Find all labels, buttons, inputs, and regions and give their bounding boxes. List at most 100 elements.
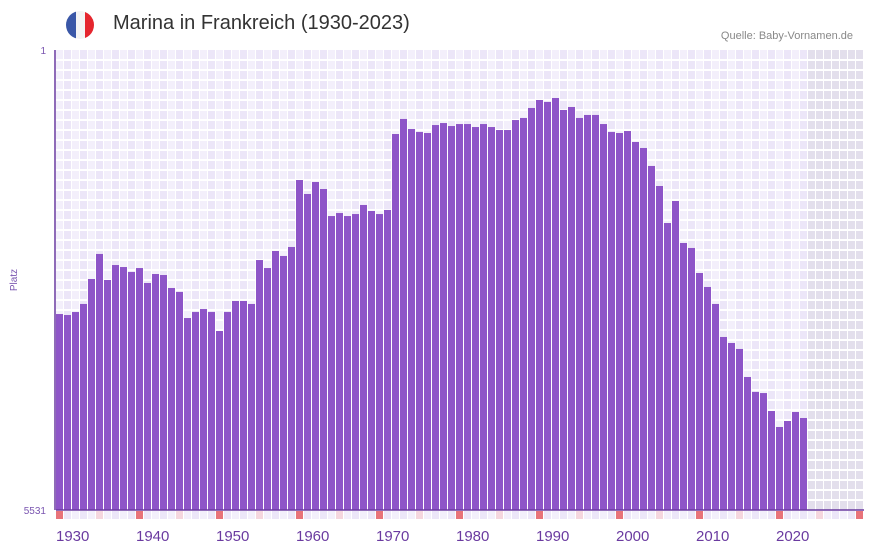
year-marker [448,511,455,519]
bar-1959 [288,246,295,510]
year-marker [760,511,767,519]
decade-marker [696,511,703,519]
year-marker [368,511,375,519]
bar-1995 [576,117,583,511]
bar-1945 [176,291,183,510]
bar-1993 [560,109,567,511]
x-tick-label: 2010 [696,528,729,545]
decade-marker [776,511,783,519]
bar-1982 [472,127,479,510]
bar-1950 [216,330,223,510]
bar-1930 [56,314,63,510]
bar-1942 [152,274,159,510]
year-marker [768,511,775,519]
bar-1955 [256,260,263,510]
bar-2022 [792,412,799,510]
france-flag-icon [66,11,94,39]
year-marker [152,511,159,519]
year-marker [288,511,295,519]
bar-1936 [104,280,111,510]
bar-1946 [184,318,191,510]
bar-1947 [192,312,199,510]
year-marker [728,511,735,519]
year-marker [320,511,327,519]
year-marker [336,511,343,519]
year-marker [232,511,239,519]
year-marker [432,511,439,519]
bar-2018 [760,393,767,510]
x-tick-label: 1970 [376,528,409,545]
decade-marker [536,511,543,519]
year-marker [272,511,279,519]
x-tick-label: 1950 [216,528,249,545]
bar-1960 [296,180,303,510]
bar-1939 [128,272,135,510]
bar-2021 [784,420,791,510]
bar-1998 [600,124,607,511]
bar-1935 [96,253,103,510]
year-marker [304,511,311,519]
year-marker [688,511,695,519]
bar-1965 [336,213,343,511]
decade-marker [56,511,63,519]
year-marker [184,511,191,519]
bar-1931 [64,315,71,510]
year-marker [112,511,119,519]
year-marker [488,511,495,519]
year-marker [120,511,127,519]
decade-marker [136,511,143,519]
bar-1934 [88,279,95,510]
decade-marker [616,511,623,519]
year-marker [352,511,359,519]
bar-1957 [272,250,279,511]
bar-1981 [464,124,471,511]
bar-1937 [112,265,119,510]
bar-1989 [528,107,535,510]
year-marker [200,511,207,519]
year-marker [504,511,511,519]
bar-1997 [592,114,599,511]
year-marker [560,511,567,519]
year-marker [800,511,807,519]
bar-1933 [80,303,87,510]
bar-1987 [512,120,519,510]
year-marker [424,511,431,519]
bar-2014 [728,342,735,510]
bar-2002 [632,142,639,510]
bar-1975 [416,132,423,511]
bar-2023 [800,418,807,510]
year-marker [568,511,575,519]
year-marker [632,511,639,519]
year-marker [592,511,599,519]
year-marker [640,511,647,519]
bar-2004 [648,165,655,510]
year-marker [416,511,423,519]
bar-1986 [504,130,511,510]
page-title: Marina in Frankreich (1930-2023) [113,12,410,34]
bar-1966 [344,216,351,511]
year-marker [832,511,839,519]
year-marker [848,511,855,519]
x-tick-label: 1990 [536,528,569,545]
bar-2013 [720,336,727,510]
bar-1978 [440,123,447,510]
bar-2003 [640,147,647,511]
year-marker [496,511,503,519]
x-tick-label: 1930 [56,528,89,545]
bar-2016 [744,376,751,510]
year-marker [96,511,103,519]
year-marker [224,511,231,519]
bar-1941 [144,282,151,510]
year-marker [528,511,535,519]
year-marker [512,511,519,519]
bar-1999 [608,132,615,511]
bar-2001 [624,131,631,510]
bar-1943 [160,275,167,510]
year-marker [312,511,319,519]
bar-1951 [224,312,231,510]
year-marker [544,511,551,519]
year-marker [240,511,247,519]
year-marker [360,511,367,519]
year-marker [648,511,655,519]
